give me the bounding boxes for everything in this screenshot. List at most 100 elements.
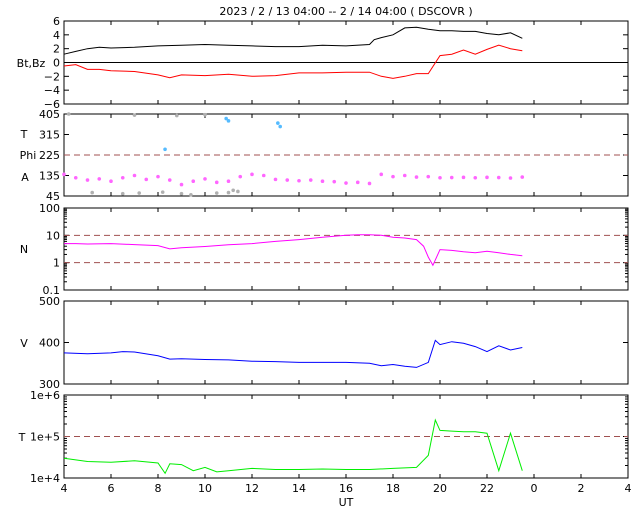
y-tick-label: −6 <box>44 98 60 111</box>
y-tick-label: 400 <box>39 337 60 350</box>
density-series <box>64 234 523 267</box>
angle-point <box>132 173 137 178</box>
angle-cyan-point <box>278 124 283 129</box>
speed-series <box>63 339 523 368</box>
y-axis-label-a: A <box>21 171 29 184</box>
angle-point <box>273 177 278 182</box>
angle-grey-point <box>175 113 179 118</box>
angle-cyan-point <box>163 147 167 152</box>
panel-frame <box>63 300 629 385</box>
angle-point <box>85 178 90 182</box>
angle-point <box>285 178 290 182</box>
density-panel: N 100 10 1 0.1 <box>20 202 629 297</box>
bz-series <box>63 44 523 79</box>
angle-grey-point <box>132 113 137 117</box>
y-tick-label: 500 <box>39 295 60 308</box>
x-axis-label: UT <box>339 496 354 509</box>
temperature-panel: T 1e+6 1e+5 1e+4 <box>18 389 629 485</box>
angle-point <box>167 178 172 182</box>
x-axis: 4 6 8 10 12 14 16 18 20 22 0 2 4 <box>61 482 632 495</box>
x-tick-label: 4 <box>61 482 68 495</box>
x-tick-label: 10 <box>198 482 212 495</box>
angle-grey-point <box>90 190 94 195</box>
y-tick-label: 6 <box>53 15 60 28</box>
angle-point <box>62 172 66 177</box>
angle-cyan-point <box>226 119 231 123</box>
y-tick-label: 1e+6 <box>30 389 60 402</box>
y-tick-label: 135 <box>39 170 60 183</box>
angle-point <box>179 182 184 187</box>
angle-point <box>203 177 207 181</box>
angle-point <box>379 172 384 177</box>
angle-point <box>156 174 160 179</box>
x-tick-label: 16 <box>339 482 353 495</box>
angle-point <box>261 173 266 178</box>
angle-cyan-point <box>276 121 280 125</box>
y-tick-label: 0.1 <box>43 284 61 297</box>
angle-point <box>250 172 254 177</box>
angle-point <box>367 181 372 186</box>
angle-point <box>414 175 419 179</box>
angle-grey-point <box>214 191 219 195</box>
angle-point <box>473 175 478 180</box>
y-tick-label: −4 <box>44 84 60 97</box>
x-tick-label: 4 <box>625 482 632 495</box>
y-tick-label: 45 <box>46 190 60 203</box>
angle-grey-point <box>179 191 184 196</box>
angle-grey-point <box>226 190 231 195</box>
angle-grey-point <box>189 193 193 197</box>
angle-grey-point <box>66 112 71 116</box>
x-tick-label: 8 <box>155 482 162 495</box>
angle-point <box>191 179 196 183</box>
angle-point <box>73 175 78 180</box>
angle-grey-point <box>137 191 141 195</box>
angle-point <box>520 175 525 179</box>
y-axis-label-n: N <box>20 243 28 256</box>
angle-point <box>461 175 466 180</box>
angle-point <box>109 179 113 183</box>
y-tick-label: 405 <box>39 108 60 121</box>
y-tick-label: 300 <box>39 378 60 391</box>
angle-point <box>297 178 301 183</box>
y-axis-label-bt-bz: Bt,Bz <box>17 57 46 70</box>
y-tick-label: 2 <box>53 43 60 56</box>
angle-grey-point <box>203 112 207 117</box>
angle-grey-point <box>231 188 235 193</box>
temperature-series <box>63 418 523 475</box>
angle-point <box>426 174 431 179</box>
angle-grey-point <box>236 189 240 194</box>
y-tick-label: 100 <box>39 202 60 215</box>
y-axis-label-v: V <box>20 337 28 350</box>
angles-panel: T Phi A 405 315 225 135 45 <box>20 108 629 203</box>
x-tick-label: 22 <box>480 482 494 495</box>
y-tick-label: 4 <box>53 29 60 42</box>
panel-frame <box>63 207 629 291</box>
angle-point <box>308 178 313 182</box>
y-tick-label: 315 <box>39 129 60 142</box>
angle-point <box>496 175 501 180</box>
angle-cyan-point <box>224 116 228 121</box>
x-tick-label: 12 <box>245 482 259 495</box>
x-tick-label: 18 <box>386 482 400 495</box>
angle-point <box>320 179 325 183</box>
y-tick-label: 0 <box>53 57 60 70</box>
angle-point <box>355 180 360 185</box>
angle-point <box>120 175 125 180</box>
angle-point <box>485 175 489 180</box>
angle-point <box>144 177 149 182</box>
y-tick-label: 10 <box>46 229 60 242</box>
y-tick-label: −2 <box>44 70 60 83</box>
y-tick-label: 1e+5 <box>30 431 60 444</box>
angle-point <box>226 179 231 183</box>
angle-point <box>238 174 243 179</box>
angle-point <box>438 175 442 180</box>
x-tick-label: 0 <box>531 482 538 495</box>
angle-point <box>449 175 454 180</box>
x-tick-label: 2 <box>578 482 585 495</box>
angle-point <box>97 177 102 181</box>
speed-panel: V 500 400 300 <box>20 295 629 391</box>
y-tick-label: 1e+4 <box>30 472 60 485</box>
y-tick-label: 1 <box>53 257 60 270</box>
